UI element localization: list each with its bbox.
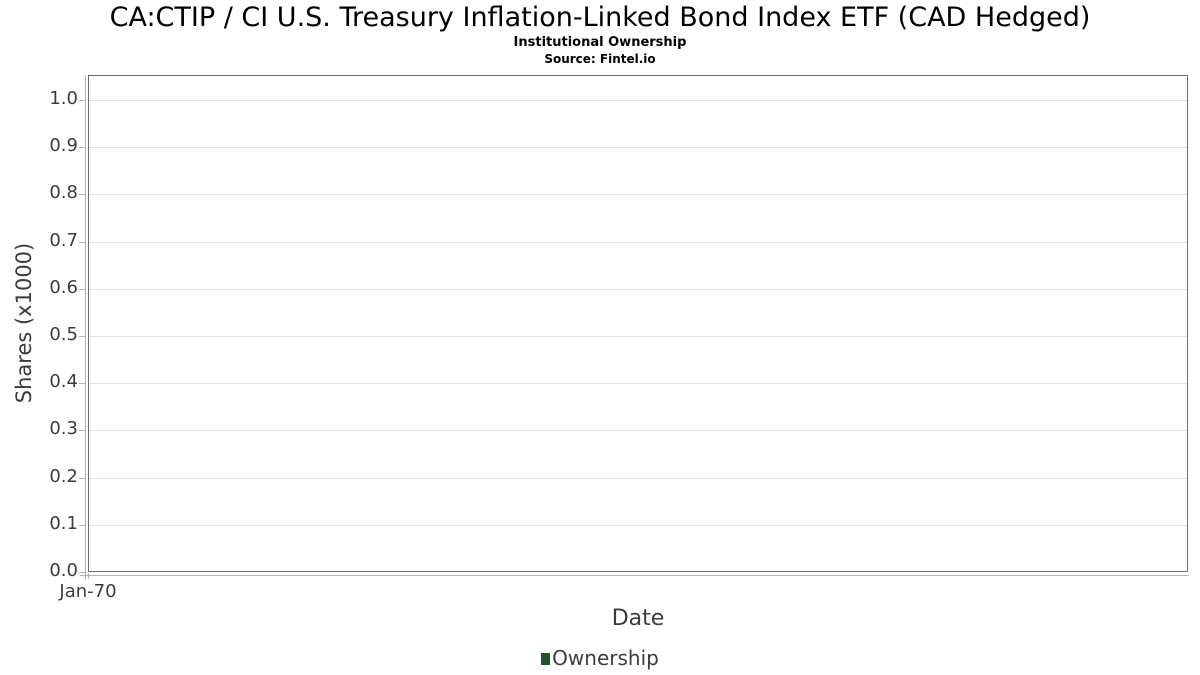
y-gridline — [89, 477, 1187, 479]
y-tick-label: 0.0 — [49, 560, 78, 581]
y-tick-label: 0.2 — [49, 465, 78, 487]
chart-subtitle: Institutional Ownership — [513, 35, 687, 50]
y-tick-mark — [79, 430, 85, 432]
y-tick-label: 0.7 — [49, 229, 78, 251]
y-gridline — [89, 524, 1187, 526]
chart-title: CA:CTIP / CI U.S. Treasury Inflation-Lin… — [109, 2, 1091, 33]
y-axis-line — [85, 75, 86, 579]
y-gridline — [89, 147, 1187, 149]
y-tick-label: 0.5 — [49, 324, 78, 345]
y-gridline — [89, 100, 1187, 101]
y-tick-mark — [79, 477, 85, 479]
y-tick-label: 0.8 — [49, 182, 78, 204]
chart-source: Source: Fintel.io — [544, 52, 656, 66]
y-gridline — [89, 430, 1187, 432]
y-tick-mark — [79, 147, 85, 149]
x-tick-mark — [88, 573, 89, 579]
y-tick-label: 0.3 — [49, 418, 78, 440]
y-tick-mark — [79, 100, 85, 101]
x-axis-title: Date — [611, 606, 665, 631]
y-tick-label: 1.0 — [49, 88, 78, 109]
y-tick-mark — [79, 572, 85, 573]
y-tick-label: 0.1 — [49, 512, 78, 534]
legend-label: Ownership — [552, 646, 659, 670]
x-axis-line — [80, 575, 1189, 576]
y-tick-mark — [79, 336, 85, 337]
y-gridline — [89, 241, 1187, 243]
legend: Ownership — [0, 645, 1200, 671]
y-tick-mark — [79, 288, 85, 290]
legend-marker-square — [541, 653, 551, 665]
y-tick-mark — [79, 524, 85, 526]
y-gridline — [89, 336, 1187, 337]
x-tick-label: Jan-70 — [59, 581, 117, 602]
y-tick-label: 0.6 — [49, 276, 78, 298]
y-gridline — [89, 288, 1187, 290]
y-tick-mark — [79, 241, 85, 243]
y-tick-label: 0.9 — [49, 135, 78, 157]
y-tick-label: 0.4 — [49, 371, 78, 393]
y-tick-mark — [79, 194, 85, 196]
y-gridline — [89, 383, 1187, 385]
y-tick-mark — [79, 383, 85, 385]
legend-entry: Ownership — [541, 646, 659, 670]
y-gridline — [89, 194, 1187, 196]
plot-area — [88, 75, 1188, 572]
